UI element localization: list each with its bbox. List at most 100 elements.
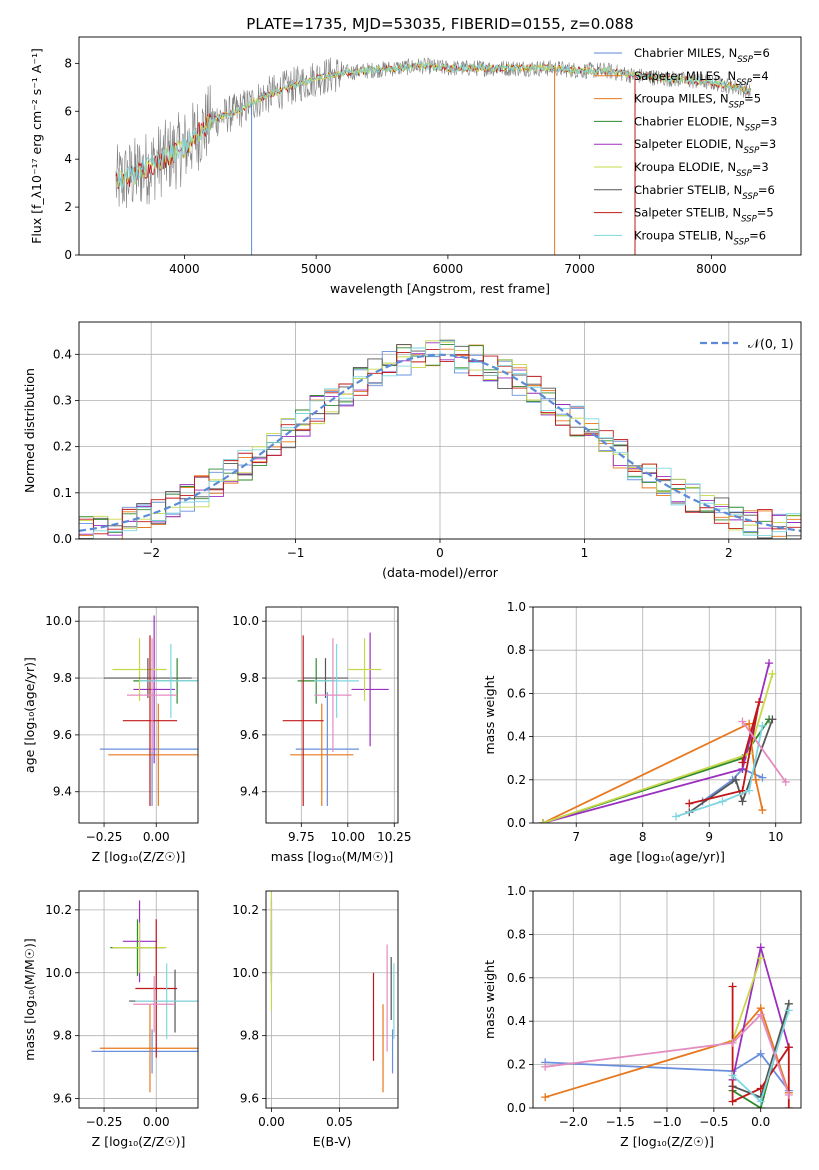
spectrum-legend: Chabrier MILES, NSSP=6 Salpeter MILES, NS… xyxy=(594,46,777,247)
data-point xyxy=(756,1010,765,1019)
chart-age_vs_Z: −0.25 0.00 9.4 9.6 9.8 10.0 Z [log₁₀(Z/Z☉)] age… xyxy=(22,606,199,864)
data-point xyxy=(784,1006,793,1015)
weight-series xyxy=(728,982,793,1108)
axes-frame xyxy=(78,890,199,1109)
data-point xyxy=(728,1038,737,1047)
legend-label: Kroupa ELODIE, NSSP=3 xyxy=(634,160,769,179)
data-point xyxy=(728,982,737,991)
y-tick-label: 0.3 xyxy=(53,393,72,407)
y-tick-label: 9.8 xyxy=(53,1029,72,1043)
y-tick-label: 9.8 xyxy=(53,671,72,685)
x-tick-label: 0.00 xyxy=(258,1115,285,1129)
x-tick-label: 7000 xyxy=(564,262,595,276)
y-tick-label: 0.8 xyxy=(507,643,526,657)
data-point xyxy=(781,777,790,786)
errorbar-point xyxy=(290,703,354,806)
errorbar-point xyxy=(282,635,324,806)
data-point xyxy=(718,797,727,806)
axes-frame xyxy=(265,606,399,824)
figure-title: PLATE=1735, MJD=53035, FIBERID=0155, z=0… xyxy=(246,15,633,33)
y-tick-label: 9.8 xyxy=(240,1029,259,1043)
errorbar-point xyxy=(133,975,176,1033)
x-tick-label: 4000 xyxy=(169,262,200,276)
x-tick-label: 0.00 xyxy=(143,830,170,844)
data-point xyxy=(738,797,747,806)
plot-area xyxy=(79,891,198,1108)
x-tick-label: 1 xyxy=(581,546,589,560)
y-tick-label: 0.4 xyxy=(507,1014,526,1028)
y-tick-label: 0.0 xyxy=(507,1101,526,1115)
legend-label: Chabrier ELODIE, NSSP=3 xyxy=(634,114,777,133)
legend-label: Chabrier STELIB, NSSP=6 xyxy=(634,183,775,202)
plot-area xyxy=(79,322,801,539)
x-tick-label: −1 xyxy=(287,546,305,560)
x-axis-label: E(B-V) xyxy=(313,1134,352,1149)
legend-label: Salpeter MILES, NSSP=4 xyxy=(634,69,769,88)
data-point xyxy=(765,659,774,668)
x-tick-label: −0.25 xyxy=(86,1115,123,1129)
data-point xyxy=(768,715,777,724)
axes-frame xyxy=(78,606,199,824)
legend-label: Salpeter ELODIE, NSSP=3 xyxy=(634,137,776,156)
data-point xyxy=(745,786,754,795)
plot-area xyxy=(266,891,398,1108)
residual-histogram xyxy=(79,344,801,539)
data-point xyxy=(756,1084,765,1093)
x-tick-label: 6000 xyxy=(433,262,464,276)
errorbar-point xyxy=(112,922,167,973)
data-point xyxy=(671,812,680,821)
y-tick-label: 9.6 xyxy=(53,728,72,742)
errorbar-point xyxy=(91,1029,198,1074)
errorbar-point xyxy=(314,643,359,718)
y-tick-label: 0.6 xyxy=(507,686,526,700)
residual-histogram xyxy=(79,344,801,539)
y-tick-label: 0.2 xyxy=(53,440,72,454)
data-point xyxy=(738,717,747,726)
residual-histogram xyxy=(79,342,801,536)
y-tick-label: 6 xyxy=(64,104,72,118)
plot-area xyxy=(79,607,198,823)
data-point xyxy=(541,1093,550,1102)
x-axis-label: age [log₁₀(age/yr)] xyxy=(609,849,725,864)
spectrum-model-line xyxy=(115,61,751,190)
errorbar-point xyxy=(351,632,389,747)
y-tick-label: 2 xyxy=(64,200,72,214)
data-point xyxy=(756,954,765,963)
data-point xyxy=(758,773,767,782)
weight-series xyxy=(538,659,774,823)
y-axis-label: mass weight xyxy=(482,675,497,754)
x-tick-label: 9 xyxy=(705,830,713,844)
y-tick-label: 0 xyxy=(64,248,72,262)
weight-series xyxy=(728,1006,793,1106)
y-tick-label: 9.6 xyxy=(53,1092,72,1106)
x-tick-label: −0.5 xyxy=(699,1115,728,1129)
x-tick-label: −0.25 xyxy=(86,830,123,844)
chart-age_vs_mass: 9.75 10.00 10.25 9.4 9.6 9.8 10.0 mass [log₁₀(M… xyxy=(232,606,411,864)
errorbar-point xyxy=(295,692,359,806)
x-tick-label: −2 xyxy=(142,546,160,560)
chart-mass_vs_Z: −0.25 0.00 9.6 9.8 10.0 10.2 Z [log₁₀(Z/Z☉)] ma… xyxy=(22,890,199,1149)
data-point xyxy=(758,721,767,730)
legend-label: Salpeter STELIB, NSSP=5 xyxy=(634,206,774,225)
errorbar-point xyxy=(122,635,178,806)
y-tick-label: 0.1 xyxy=(53,486,72,500)
x-tick-label: 7 xyxy=(572,830,580,844)
weight-series xyxy=(671,721,767,821)
errorbar-point xyxy=(108,703,198,806)
y-tick-label: 10.2 xyxy=(45,903,72,917)
legend-label: Kroupa MILES, NSSP=5 xyxy=(634,92,761,111)
data-point xyxy=(745,719,754,728)
chart-weight_vs_Z: −2.0 −1.5 −1.0 −0.5 0.0 0.0 0.2 0.4 0.6 0.8 1.0 Z [… xyxy=(482,884,802,1149)
chart-spectrum: 4000 5000 6000 7000 8000 0 2 4 6 8 wavelength [Ang… xyxy=(29,36,802,296)
legend-label: Kroupa STELIB, NSSP=6 xyxy=(634,228,766,247)
data-point xyxy=(755,698,764,707)
y-axis-label: mass [log₁₀(M/M☉)] xyxy=(22,938,37,1060)
y-tick-label: 10.0 xyxy=(45,614,72,628)
residual-histogram xyxy=(79,340,801,539)
residual-histogram xyxy=(79,340,801,539)
x-axis-label: Z [log₁₀(Z/Z☉)] xyxy=(92,1134,186,1149)
data-point xyxy=(784,1104,793,1108)
residual-histogram xyxy=(79,349,801,539)
y-tick-label: 0.8 xyxy=(507,927,526,941)
data-point xyxy=(768,669,777,678)
